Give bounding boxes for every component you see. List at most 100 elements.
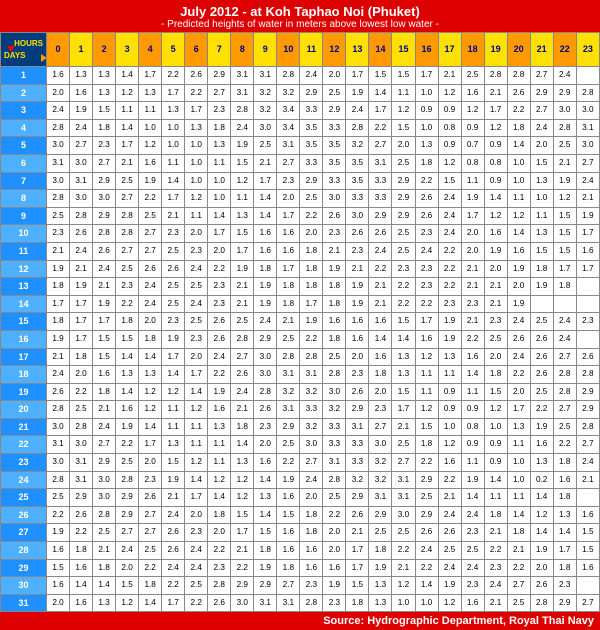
data-cell: 2.4 — [231, 119, 254, 137]
data-cell: 2.3 — [93, 137, 116, 155]
data-cell: 1.3 — [392, 348, 415, 366]
data-cell: 1.8 — [553, 489, 576, 507]
hour-header: 17 — [438, 33, 461, 67]
data-cell: 2.5 — [530, 313, 553, 331]
data-cell: 1.9 — [231, 137, 254, 155]
data-cell: 2.5 — [231, 313, 254, 331]
data-cell: 2.0 — [208, 242, 231, 260]
data-cell: 2.3 — [185, 242, 208, 260]
data-cell: 2.6 — [208, 594, 231, 612]
table-row: 271.92.22.52.72.72.62.32.01.71.51.61.82.… — [1, 524, 600, 542]
data-cell: 1.3 — [70, 67, 93, 85]
data-cell: 2.0 — [346, 348, 369, 366]
data-cell: 1.2 — [484, 401, 507, 419]
data-cell: 2.0 — [47, 594, 70, 612]
day-cell: 6 — [1, 154, 47, 172]
data-cell: 1.8 — [507, 119, 530, 137]
data-cell: 1.8 — [415, 154, 438, 172]
data-cell: 1.4 — [415, 577, 438, 595]
data-cell: 2.1 — [461, 278, 484, 296]
data-cell: 1.9 — [576, 207, 599, 225]
data-cell: 1.3 — [231, 454, 254, 472]
data-cell: 1.4 — [139, 348, 162, 366]
data-cell: 1.2 — [162, 383, 185, 401]
data-cell: 2.5 — [392, 524, 415, 542]
data-cell: 1.0 — [162, 119, 185, 137]
day-cell: 13 — [1, 278, 47, 296]
data-cell: 1.7 — [185, 102, 208, 120]
data-cell: 2.5 — [139, 542, 162, 560]
data-cell: 3.2 — [254, 102, 277, 120]
data-cell: 1.2 — [392, 577, 415, 595]
data-cell: 2.6 — [231, 366, 254, 384]
data-cell: 2.9 — [415, 471, 438, 489]
data-cell: 1.7 — [231, 524, 254, 542]
data-cell: 1.7 — [277, 260, 300, 278]
data-cell: 2.2 — [438, 278, 461, 296]
data-cell: 2.5 — [185, 278, 208, 296]
data-cell: 2.1 — [162, 207, 185, 225]
data-cell: 2.4 — [70, 119, 93, 137]
table-row: 192.62.21.81.41.21.21.41.92.42.83.23.23.… — [1, 383, 600, 401]
data-cell: 2.4 — [139, 278, 162, 296]
data-cell: 1.9 — [323, 577, 346, 595]
table-row: 63.13.02.72.11.61.11.01.11.52.12.73.33.5… — [1, 154, 600, 172]
data-cell: 3.3 — [369, 190, 392, 208]
data-cell: 1.6 — [323, 313, 346, 331]
hour-header: 4 — [139, 33, 162, 67]
data-cell: 2.9 — [576, 383, 599, 401]
data-cell: 1.5 — [47, 559, 70, 577]
data-cell: 1.5 — [392, 119, 415, 137]
data-cell: 1.9 — [47, 330, 70, 348]
data-cell: 3.0 — [70, 436, 93, 454]
data-cell: 1.5 — [116, 330, 139, 348]
data-cell: 0.9 — [415, 102, 438, 120]
data-cell: 1.7 — [254, 172, 277, 190]
data-cell: 1.8 — [300, 260, 323, 278]
data-cell: 1.6 — [461, 84, 484, 102]
data-cell: 2.6 — [70, 225, 93, 243]
data-cell: 1.8 — [139, 577, 162, 595]
table-body: 11.61.31.31.41.72.22.62.93.13.12.82.42.0… — [1, 67, 600, 612]
data-cell: 2.5 — [116, 260, 139, 278]
day-cell: 1 — [1, 67, 47, 85]
data-cell: 2.5 — [461, 67, 484, 85]
data-cell: 2.4 — [185, 559, 208, 577]
data-cell: 2.2 — [47, 506, 70, 524]
data-cell: 2.6 — [162, 260, 185, 278]
data-cell: 1.6 — [346, 313, 369, 331]
data-cell: 1.9 — [47, 260, 70, 278]
data-cell: 0.9 — [438, 102, 461, 120]
data-cell: 2.7 — [369, 137, 392, 155]
data-cell: 2.2 — [507, 559, 530, 577]
data-cell: 1.6 — [277, 242, 300, 260]
data-cell: 0.9 — [484, 172, 507, 190]
hour-header: 10 — [277, 33, 300, 67]
data-cell: 2.5 — [530, 383, 553, 401]
data-cell: 1.9 — [346, 278, 369, 296]
data-cell: 3.4 — [277, 119, 300, 137]
data-cell: 1.4 — [484, 190, 507, 208]
table-row: 301.61.41.41.51.82.22.52.82.92.92.72.31.… — [1, 577, 600, 595]
data-cell: 2.4 — [507, 313, 530, 331]
data-cell: 1.4 — [530, 489, 553, 507]
data-cell: 2.1 — [576, 471, 599, 489]
data-cell: 2.6 — [369, 225, 392, 243]
data-cell: 3.1 — [47, 154, 70, 172]
data-cell: 1.0 — [507, 154, 530, 172]
data-cell: 0.9 — [461, 401, 484, 419]
data-cell: 1.3 — [139, 366, 162, 384]
data-cell: 3.1 — [277, 401, 300, 419]
data-cell: 2.8 — [208, 577, 231, 595]
data-cell: 2.4 — [346, 102, 369, 120]
data-cell: 1.2 — [438, 154, 461, 172]
data-cell: 2.5 — [392, 154, 415, 172]
data-cell: 1.2 — [438, 84, 461, 102]
table-row: 121.92.12.42.52.62.62.42.21.91.81.71.81.… — [1, 260, 600, 278]
data-cell: 1.5 — [392, 67, 415, 85]
data-cell: 1.7 — [70, 295, 93, 313]
data-cell: 2.8 — [346, 119, 369, 137]
tide-table: HOURS DAYS 01234567891011121314151617181… — [0, 32, 600, 612]
data-cell: 1.7 — [93, 313, 116, 331]
data-cell: 2.4 — [254, 313, 277, 331]
